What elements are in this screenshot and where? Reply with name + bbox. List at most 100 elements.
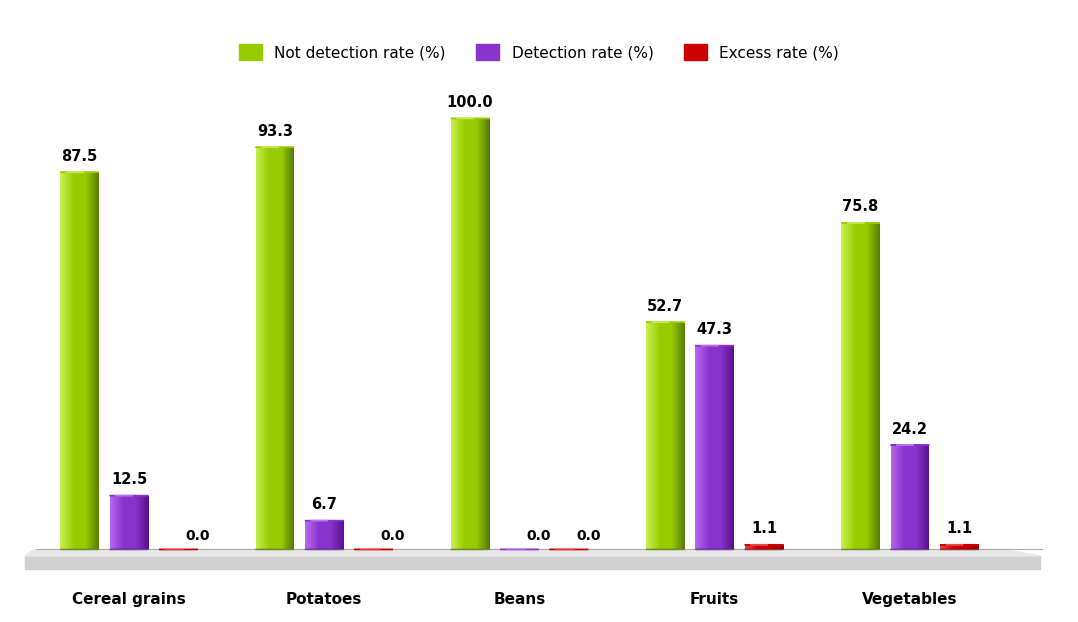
Bar: [852, 223, 853, 549]
Bar: [964, 545, 965, 549]
Bar: [667, 322, 668, 549]
Bar: [897, 445, 899, 549]
Bar: [69, 172, 70, 549]
Bar: [73, 172, 75, 549]
Bar: [280, 147, 281, 549]
Bar: [771, 545, 772, 549]
Bar: [924, 445, 925, 549]
Bar: [906, 445, 907, 549]
Bar: [872, 223, 873, 549]
Bar: [662, 322, 663, 549]
Bar: [474, 118, 475, 549]
Bar: [94, 172, 95, 549]
Bar: [265, 147, 266, 549]
Bar: [843, 223, 844, 549]
Bar: [70, 172, 71, 549]
Bar: [867, 223, 868, 549]
Bar: [660, 322, 661, 549]
Bar: [318, 521, 319, 549]
Bar: [268, 147, 270, 549]
Bar: [275, 147, 276, 549]
Bar: [147, 496, 148, 549]
Bar: [460, 118, 461, 549]
Bar: [263, 147, 264, 549]
Bar: [464, 118, 465, 549]
Bar: [475, 118, 478, 549]
Text: 0.0: 0.0: [576, 529, 600, 543]
Bar: [950, 545, 951, 549]
Bar: [96, 172, 97, 549]
Bar: [456, 118, 457, 549]
Bar: [770, 545, 771, 549]
Bar: [925, 445, 927, 549]
Bar: [293, 147, 294, 549]
Bar: [681, 322, 682, 549]
Bar: [679, 322, 680, 549]
Text: 12.5: 12.5: [111, 472, 147, 487]
Bar: [307, 521, 308, 549]
Bar: [946, 545, 948, 549]
Text: 93.3: 93.3: [257, 124, 293, 139]
Bar: [892, 445, 893, 549]
Bar: [133, 496, 134, 549]
Bar: [484, 118, 485, 549]
Bar: [324, 521, 326, 549]
Bar: [142, 496, 143, 549]
Bar: [718, 346, 719, 549]
Bar: [701, 346, 702, 549]
Bar: [952, 545, 953, 549]
Bar: [77, 172, 78, 549]
Text: 0.0: 0.0: [381, 529, 405, 543]
Bar: [130, 496, 132, 549]
Bar: [65, 172, 66, 549]
Bar: [920, 445, 921, 549]
Bar: [71, 172, 72, 549]
Bar: [723, 346, 724, 549]
Bar: [868, 223, 870, 549]
Bar: [270, 147, 272, 549]
Bar: [146, 496, 147, 549]
Bar: [453, 118, 454, 549]
Bar: [976, 545, 977, 549]
Bar: [462, 118, 464, 549]
Bar: [708, 346, 709, 549]
Bar: [82, 172, 83, 549]
Text: 1.1: 1.1: [751, 521, 777, 536]
Bar: [457, 118, 458, 549]
Bar: [470, 118, 471, 549]
Bar: [459, 118, 460, 549]
Bar: [129, 496, 130, 549]
Bar: [486, 118, 487, 549]
Bar: [710, 346, 711, 549]
Bar: [903, 445, 904, 549]
Bar: [720, 346, 721, 549]
Bar: [943, 545, 944, 549]
Bar: [335, 521, 336, 549]
Text: 75.8: 75.8: [842, 199, 879, 214]
Bar: [315, 521, 316, 549]
Bar: [313, 521, 314, 549]
Bar: [853, 223, 854, 549]
Bar: [277, 147, 278, 549]
Bar: [904, 445, 906, 549]
Bar: [336, 521, 338, 549]
Bar: [701, 346, 703, 549]
Bar: [122, 496, 123, 549]
Bar: [261, 147, 262, 549]
Bar: [292, 147, 293, 549]
Bar: [752, 545, 754, 549]
Bar: [653, 322, 654, 549]
Bar: [668, 322, 669, 549]
Bar: [953, 545, 954, 549]
Bar: [288, 147, 289, 549]
Bar: [138, 496, 139, 549]
Bar: [714, 346, 715, 549]
Bar: [457, 118, 458, 549]
Bar: [859, 223, 860, 549]
Bar: [663, 322, 664, 549]
Bar: [958, 545, 959, 549]
Bar: [733, 346, 734, 549]
Bar: [842, 223, 843, 549]
Bar: [461, 118, 462, 549]
Bar: [75, 172, 77, 549]
